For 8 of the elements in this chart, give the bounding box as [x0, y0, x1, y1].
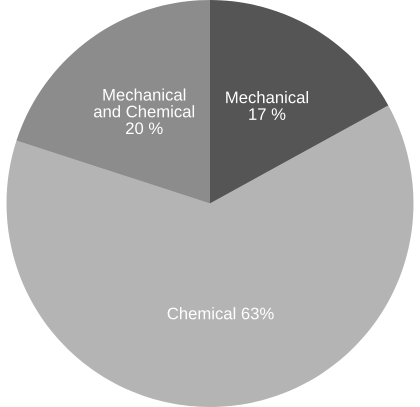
slice-label: Mechanical: [226, 91, 308, 104]
pie-slice: [210, 0, 388, 204]
slice-label: Chemical 63%: [168, 307, 274, 320]
data-label: 17 %: [249, 108, 286, 120]
data-label: 20 %: [126, 122, 163, 134]
pie-slice: [16, 0, 210, 204]
pie-slice: [6, 105, 414, 407]
slice-label: Mechanical and Chemical: [94, 88, 194, 118]
